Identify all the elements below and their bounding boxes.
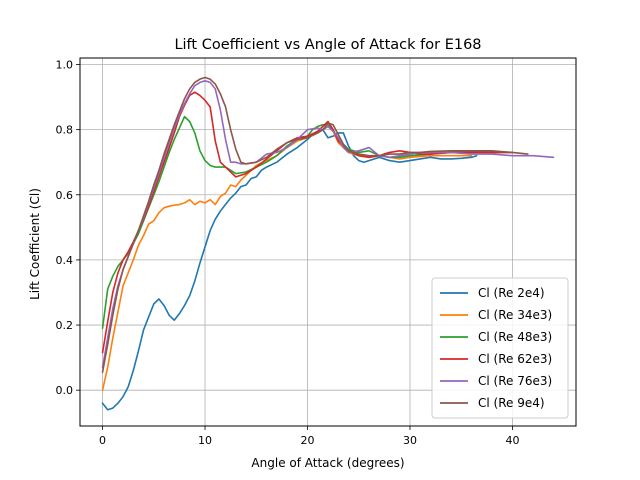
x-axis-label: Angle of Attack (degrees): [251, 456, 404, 470]
legend: Cl (Re 2e4) Cl (Re 34e3) Cl (Re 48e3) Cl (R…: [431, 277, 569, 419]
legend-label: Cl (Re 9e4): [478, 396, 545, 410]
y-tick-label: 0.0: [56, 384, 74, 397]
legend-label: Cl (Re 2e4): [478, 286, 545, 300]
y-tick-label: 0.4: [56, 254, 74, 267]
legend-box: [431, 277, 569, 419]
y-axis-label: Lift Coefficient (Cl): [28, 188, 42, 300]
legend-label: Cl (Re 34e3): [478, 308, 552, 322]
x-tick-label: 20: [301, 434, 315, 447]
plot-area-frame: [79, 57, 577, 427]
legend-label: Cl (Re 48e3): [478, 330, 552, 344]
y-tick-label: 0.2: [56, 319, 74, 332]
y-tick-label: 0.6: [56, 189, 74, 202]
x-tick-label: 30: [403, 434, 417, 447]
x-tick-label: 0: [99, 434, 106, 447]
series-line-1: [101, 128, 478, 411]
legend-label: Cl (Re 62e3): [478, 352, 552, 366]
y-tick-label: 1.0: [56, 59, 74, 72]
x-tick-label: 40: [505, 434, 519, 447]
y-tick-label: 0.8: [56, 124, 74, 137]
chart-title: Lift Coefficient vs Angle of Attack for …: [174, 37, 481, 53]
axes: 0 10 20 30 40 0.0 0.2 0.4 0.6 0.8 1.0: [56, 59, 520, 447]
grid-lines: [80, 58, 576, 426]
series-line-4: [101, 91, 514, 354]
series-line-6: [101, 76, 529, 374]
series-lines: [101, 76, 555, 411]
x-tick-label: 10: [198, 434, 212, 447]
legend-label: Cl (Re 76e3): [478, 374, 552, 388]
